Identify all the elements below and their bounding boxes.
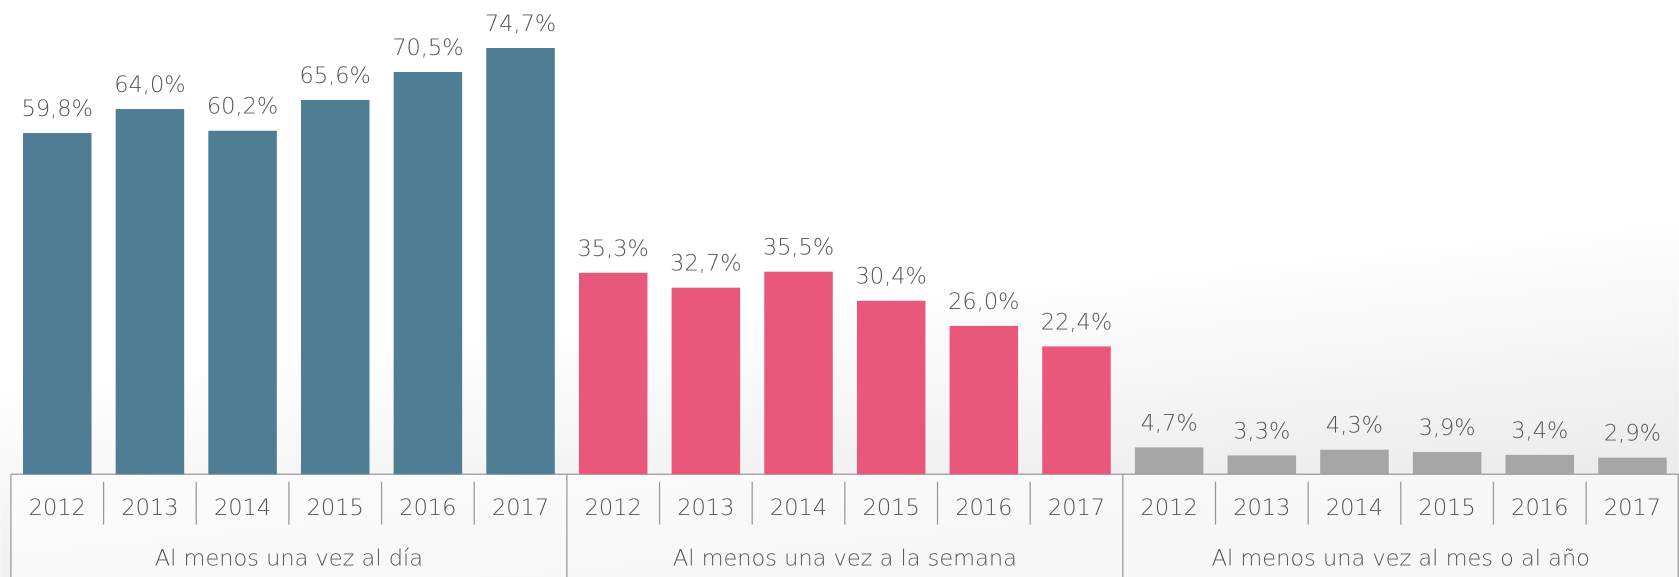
- bar: [1227, 455, 1297, 475]
- x-tick-label: 2014: [770, 495, 827, 521]
- data-label: 35,5%: [763, 235, 834, 261]
- x-tick-label: 2017: [492, 495, 549, 521]
- bar: [671, 287, 741, 475]
- data-label: 74,7%: [485, 11, 556, 37]
- x-tick-label: 2017: [1604, 495, 1661, 521]
- data-label: 4,7%: [1141, 410, 1198, 436]
- data-label: 3,4%: [1511, 418, 1568, 444]
- data-label: 59,8%: [22, 96, 93, 122]
- x-tick-label: 2014: [214, 495, 271, 521]
- bar: [1042, 346, 1111, 475]
- data-label: 30,4%: [855, 264, 926, 290]
- x-tick-label: 2013: [677, 495, 734, 521]
- data-label: 70,5%: [392, 35, 463, 61]
- x-tick-label: 2017: [1048, 495, 1105, 521]
- x-tick-label: 2016: [955, 495, 1012, 521]
- bar: [856, 300, 926, 475]
- x-tick-label: 2014: [1326, 495, 1383, 521]
- x-tick-label: 2013: [1233, 495, 1290, 521]
- x-tick-label: 2012: [29, 495, 86, 521]
- bar: [764, 271, 833, 475]
- x-tick-label: 2013: [121, 495, 178, 521]
- data-label: 3,3%: [1233, 418, 1290, 444]
- data-label: 26,0%: [948, 289, 1019, 315]
- data-label: 22,4%: [1041, 309, 1112, 335]
- group-label: Al menos una vez al día: [155, 545, 423, 571]
- x-tick-label: 2012: [1141, 495, 1198, 521]
- x-tick-label: 2016: [1511, 495, 1568, 521]
- bar: [1598, 457, 1667, 475]
- data-label: 32,7%: [670, 251, 741, 277]
- bar: [1134, 447, 1204, 475]
- bar: [949, 325, 1019, 475]
- data-label: 60,2%: [207, 94, 278, 120]
- data-label: 35,3%: [578, 236, 649, 262]
- bar: [208, 130, 277, 475]
- data-label: 4,3%: [1326, 413, 1383, 439]
- x-tick-label: 2015: [863, 495, 920, 521]
- group-label: Al menos una vez al mes o al año: [1212, 545, 1590, 571]
- bar: [115, 109, 185, 475]
- x-tick-label: 2012: [585, 495, 642, 521]
- data-label: 2,9%: [1604, 421, 1661, 447]
- x-tick-label: 2015: [307, 495, 364, 521]
- bar: [486, 48, 555, 475]
- bar: [1505, 454, 1575, 475]
- data-label: 65,6%: [300, 63, 371, 89]
- bar: [300, 99, 370, 475]
- bar: [1320, 449, 1389, 475]
- bar: [393, 71, 463, 475]
- bar: [23, 133, 92, 475]
- data-label: 3,9%: [1419, 415, 1476, 441]
- bar: [1412, 451, 1482, 475]
- bar: [578, 272, 648, 475]
- group-label: Al menos una vez a la semana: [673, 545, 1017, 571]
- x-tick-label: 2016: [399, 495, 456, 521]
- data-label: 64,0%: [114, 72, 185, 98]
- x-tick-label: 2015: [1419, 495, 1476, 521]
